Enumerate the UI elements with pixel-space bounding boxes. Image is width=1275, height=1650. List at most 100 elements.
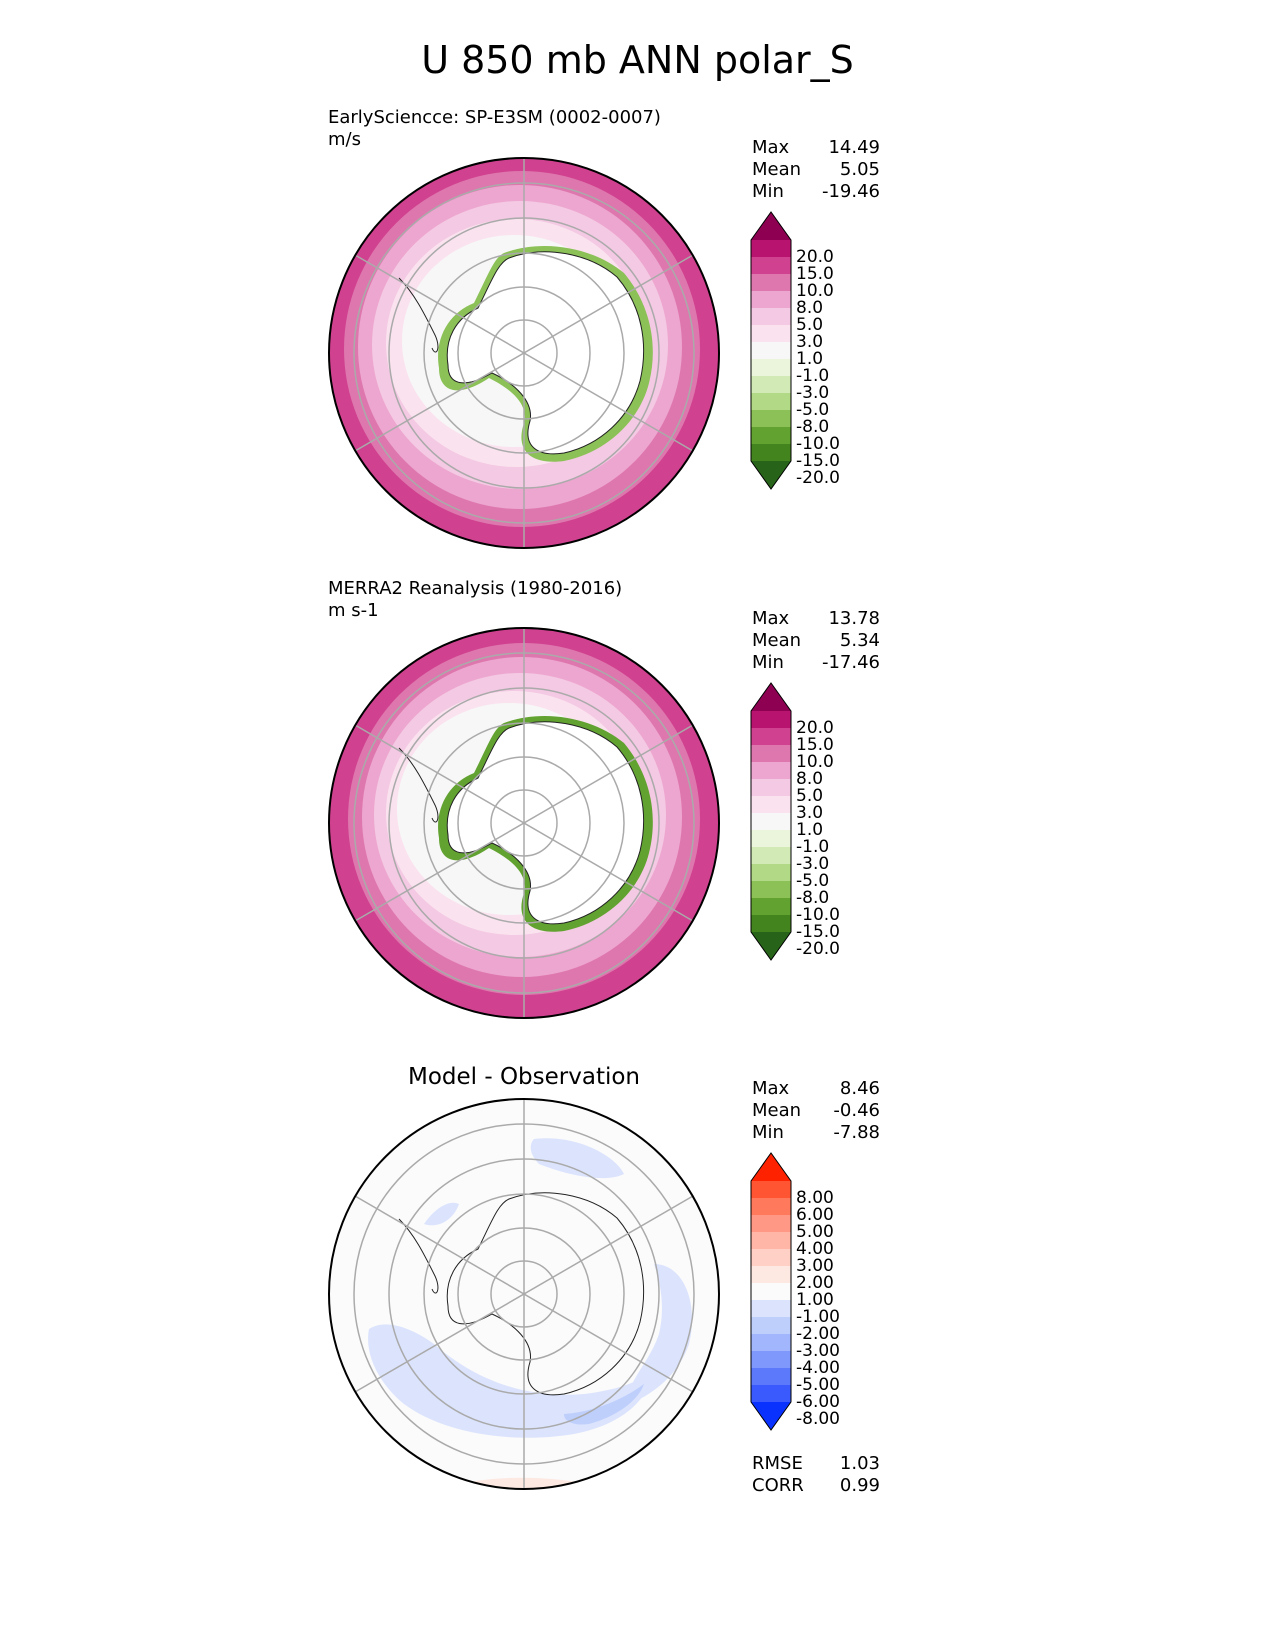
colorbar-tick-label: -8.00 [796,1409,840,1429]
colorbar-segment [751,291,791,309]
colorbar-segment [751,847,791,865]
panel-3-colorbar [750,1152,792,1431]
stat-min-label: Min [752,1122,784,1143]
colorbar-tick-label: -4.00 [796,1358,840,1378]
panel-2-stats: Max 13.78 Mean 5.34 Min -17.46 [752,608,880,674]
colorbar-segment [751,1317,791,1335]
colorbar-extend-top [751,1153,791,1181]
colorbar-segment [751,240,791,258]
colorbar-tick-label: -3.00 [796,1341,840,1361]
colorbar-segment [751,427,791,445]
panel-3-max: 8.46 [839,1078,880,1099]
stat-mean-label: Mean [752,1100,802,1121]
panel-2-map [328,627,720,1019]
panel-3-corr: 0.99 [839,1475,880,1496]
panel-2-title-text: MERRA2 Reanalysis (1980-2016) [328,578,623,599]
colorbar-tick-label: 6.00 [796,1205,834,1225]
colorbar-tick-label: -15.0 [796,922,840,942]
colorbar-segment [751,274,791,292]
panel-3-graticule [353,1099,695,1489]
stat-mean-label: Mean [752,159,802,180]
panel-1-peninsula-outline [398,277,439,353]
colorbar-extend-top [751,212,791,240]
colorbar-tick-label: -3.0 [796,383,830,403]
colorbar-segment [751,728,791,746]
figure-title: U 850 mb ANN polar_S [421,38,854,82]
colorbar-tick-label: -5.0 [796,871,830,891]
panel-1-colorbar [750,211,792,490]
colorbar-segment [751,308,791,326]
colorbar-segment [751,745,791,763]
colorbar-tick-label: -5.0 [796,400,830,420]
stat-max-label: Max [752,608,790,629]
stat-max-label: Max [752,137,790,158]
stat-mean-label: Mean [752,630,802,651]
colorbar-tick-label: 3.0 [796,332,824,352]
colorbar-segment [751,1334,791,1352]
colorbar-tick-label: 20.0 [796,718,834,738]
colorbar-tick-label: -15.0 [796,451,840,471]
colorbar-segment [751,881,791,899]
colorbar-outline [750,211,792,490]
corr-label: CORR [752,1475,804,1496]
panel-3-peninsula-outline [398,1218,439,1294]
stat-min-label: Min [752,181,784,202]
colorbar-segment [751,1181,791,1199]
colorbar-tick-label: 5.0 [796,786,824,806]
panel-1-graticule [353,158,695,548]
colorbar-tick-label: -10.0 [796,434,840,454]
panel-3-continent-outline [446,1192,645,1396]
stat-max-label: Max [752,1078,790,1099]
panel-2-mean: 5.34 [839,630,880,651]
colorbar-segment [751,444,791,462]
colorbar-tick-label: 1.0 [796,820,824,840]
colorbar-segment [751,1215,791,1233]
panel-3-title: Model - Observation [407,1064,641,1090]
colorbar-tick-label: 5.0 [796,315,824,335]
panel-2-max: 13.78 [828,608,880,629]
panel-3-min: -7.88 [833,1122,880,1143]
colorbar-tick-label: 5.00 [796,1222,834,1242]
colorbar-tick-label: 3.00 [796,1256,834,1276]
colorbar-outline [750,682,792,961]
colorbar-segment [751,410,791,428]
panel-3-metrics: RMSE 1.03 CORR 0.99 [752,1453,880,1497]
panel-2-units: m s-1 [328,600,379,621]
colorbar-tick-label: -20.0 [796,939,840,959]
panel-1-title-text: EarlySciencce: SP-E3SM (0002-0007) [328,107,661,128]
colorbar-tick-label: 8.0 [796,298,824,318]
panel-2-continent [446,721,645,925]
colorbar-segment [751,796,791,814]
panel-2-title: MERRA2 Reanalysis (1980-2016) m s-1 [328,578,622,622]
panel-3-map-boundary [328,1098,720,1490]
colorbar-segment [751,915,791,933]
panel-3-stats: Max 8.46 Mean -0.46 Min -7.88 [752,1078,880,1144]
colorbar-tick-label: 15.0 [796,264,834,284]
colorbar-tick-label: -8.0 [796,417,830,437]
colorbar-segment [751,393,791,411]
colorbar-segment [751,864,791,882]
panel-3-negative-patch-w [424,1202,459,1226]
colorbar-tick-label: -20.0 [796,468,840,488]
colorbar-segment [751,325,791,343]
colorbar-tick-label: -1.0 [796,837,830,857]
colorbar-segment [751,1300,791,1318]
panel-3-map [328,1098,720,1490]
colorbar-extend-bottom [751,932,791,960]
colorbar-segment [751,376,791,394]
colorbar-segment [751,711,791,729]
colorbar-tick-label: -3.0 [796,854,830,874]
panel-2-map-boundary [328,627,720,1019]
colorbar-segment [751,1368,791,1386]
panel-1-title: EarlySciencce: SP-E3SM (0002-0007) m/s [328,107,661,151]
panel-3-negative-patch-sw [368,1324,654,1438]
colorbar-tick-label: -8.0 [796,888,830,908]
colorbar-tick-label: 1.00 [796,1290,834,1310]
panel-1-min: -19.46 [821,181,880,202]
colorbar-segment [751,1283,791,1301]
colorbar-tick-label: 10.0 [796,752,834,772]
panel-1-map-boundary [328,157,720,549]
panel-3-negative-patch-e [628,1264,693,1404]
panel-2-peninsula-outline [398,747,439,823]
panel-3-rmse: 1.03 [839,1453,880,1474]
